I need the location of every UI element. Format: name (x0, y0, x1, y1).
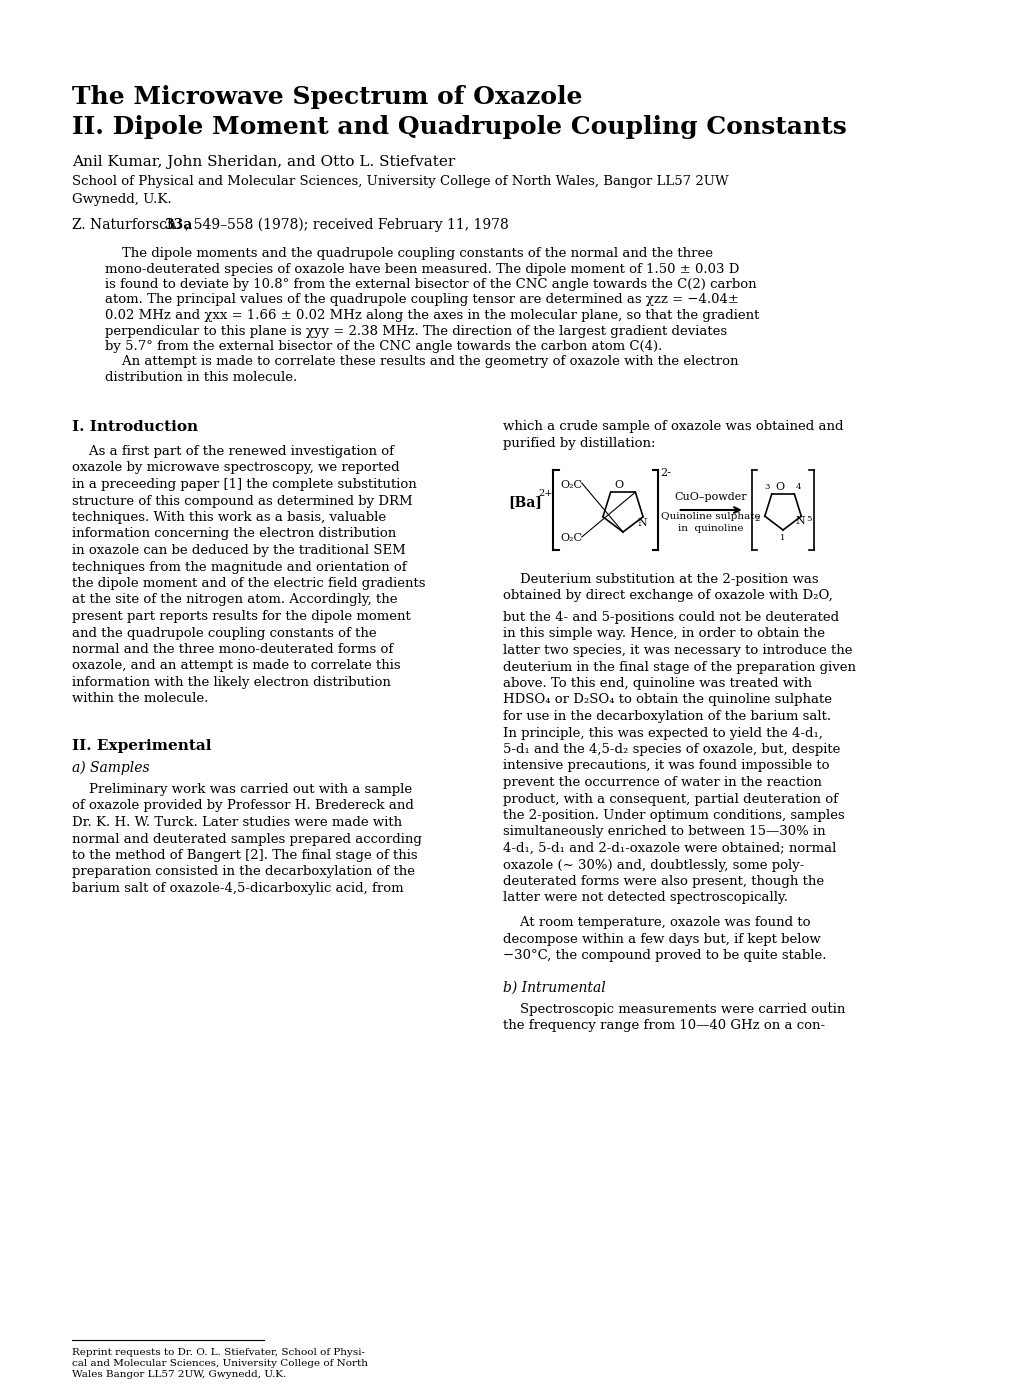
Text: information concerning the electron distribution: information concerning the electron dist… (71, 527, 395, 540)
Text: within the molecule.: within the molecule. (71, 692, 208, 706)
Text: information with the likely electron distribution: information with the likely electron dis… (71, 677, 390, 689)
Text: −30°C, the compound proved to be quite stable.: −30°C, the compound proved to be quite s… (502, 949, 825, 963)
Text: in oxazole can be deduced by the traditional SEM: in oxazole can be deduced by the traditi… (71, 544, 406, 557)
Text: 2-: 2- (659, 467, 671, 478)
Text: oxazole by microwave spectroscopy, we reported: oxazole by microwave spectroscopy, we re… (71, 462, 399, 474)
Text: 4: 4 (795, 483, 801, 491)
Text: At room temperature, oxazole was found to: At room temperature, oxazole was found t… (502, 917, 810, 929)
Text: to the method of Bangert [2]. The final stage of this: to the method of Bangert [2]. The final … (71, 850, 417, 862)
Text: II. Dipole Moment and Quadrupole Coupling Constants: II. Dipole Moment and Quadrupole Couplin… (71, 114, 846, 140)
Text: barium salt of oxazole-4,5-dicarboxylic acid, from: barium salt of oxazole-4,5-dicarboxylic … (71, 882, 404, 896)
Text: N: N (637, 518, 646, 527)
Text: the frequency range from 10—40 GHz on a con-: the frequency range from 10—40 GHz on a … (502, 1018, 824, 1032)
Text: The dipole moments and the quadrupole coupling constants of the normal and the t: The dipole moments and the quadrupole co… (105, 247, 712, 259)
Text: HDSO₄ or D₂SO₄ to obtain the quinoline sulphate: HDSO₄ or D₂SO₄ to obtain the quinoline s… (502, 693, 832, 706)
Text: Dr. K. H. W. Turck. Later studies were made with: Dr. K. H. W. Turck. Later studies were m… (71, 816, 401, 829)
Text: above. To this end, quinoline was treated with: above. To this end, quinoline was treate… (502, 677, 811, 691)
Text: but the 4- and 5-positions could not be deuterated: but the 4- and 5-positions could not be … (502, 611, 839, 624)
Text: mono-deuterated species of oxazole have been measured. The dipole moment of 1.50: mono-deuterated species of oxazole have … (105, 262, 739, 275)
Text: O₂C: O₂C (560, 480, 582, 490)
Text: Gwynedd, U.K.: Gwynedd, U.K. (71, 193, 171, 206)
Text: Preliminary work was carried out with a sample: Preliminary work was carried out with a … (71, 783, 412, 797)
Text: in a preceeding paper [1] the complete substitution: in a preceeding paper [1] the complete s… (71, 478, 416, 491)
Text: oxazole, and an attempt is made to correlate this: oxazole, and an attempt is made to corre… (71, 660, 400, 672)
Text: cal and Molecular Sciences, University College of North: cal and Molecular Sciences, University C… (71, 1359, 368, 1368)
Text: Reprint requests to Dr. O. L. Stiefvater, School of Physi-: Reprint requests to Dr. O. L. Stiefvater… (71, 1348, 365, 1357)
Text: 1: 1 (780, 534, 785, 543)
Text: School of Physical and Molecular Sciences, University College of North Wales, Ba: School of Physical and Molecular Science… (71, 174, 728, 188)
Text: product, with a consequent, partial deuteration of: product, with a consequent, partial deut… (502, 792, 838, 805)
Text: distribution in this molecule.: distribution in this molecule. (105, 371, 298, 384)
Text: [Ba]: [Ba] (507, 495, 541, 509)
Text: 33a: 33a (164, 218, 193, 232)
Text: at the site of the nitrogen atom. Accordingly, the: at the site of the nitrogen atom. Accord… (71, 593, 397, 607)
Text: normal and the three mono-deuterated forms of: normal and the three mono-deuterated for… (71, 643, 392, 656)
Text: Quinoline sulphate: Quinoline sulphate (660, 512, 760, 520)
Text: obtained by direct exchange of oxazole with D₂O,: obtained by direct exchange of oxazole w… (502, 590, 833, 603)
Text: which a crude sample of oxazole was obtained and: which a crude sample of oxazole was obta… (502, 420, 843, 432)
Text: , 549–558 (1978); received February 11, 1978: , 549–558 (1978); received February 11, … (184, 218, 508, 233)
Text: techniques from the magnitude and orientation of: techniques from the magnitude and orient… (71, 561, 407, 573)
Text: purified by distillation:: purified by distillation: (502, 437, 655, 449)
Text: of oxazole provided by Professor H. Bredereck and: of oxazole provided by Professor H. Bred… (71, 799, 414, 812)
Text: is found to deviate by 10.8° from the external bisector of the CNC angle towards: is found to deviate by 10.8° from the ex… (105, 278, 756, 292)
Text: As a first part of the renewed investigation of: As a first part of the renewed investiga… (71, 445, 393, 458)
Text: 5-d₁ and the 4,5-d₂ species of oxazole, but, despite: 5-d₁ and the 4,5-d₂ species of oxazole, … (502, 744, 840, 756)
Text: Z. Naturforsch.: Z. Naturforsch. (71, 218, 184, 232)
Text: deuterated forms were also present, though the: deuterated forms were also present, thou… (502, 875, 823, 889)
Text: 3: 3 (764, 483, 769, 491)
Text: by 5.7° from the external bisector of the CNC angle towards the carbon atom C(4): by 5.7° from the external bisector of th… (105, 340, 662, 353)
Text: preparation consisted in the decarboxylation of the: preparation consisted in the decarboxyla… (71, 865, 415, 879)
Text: CuO–powder: CuO–powder (675, 492, 747, 502)
Text: techniques. With this work as a basis, valuable: techniques. With this work as a basis, v… (71, 511, 385, 525)
Text: deuterium in the final stage of the preparation given: deuterium in the final stage of the prep… (502, 660, 855, 674)
Text: perpendicular to this plane is χyy = 2.38 MHz. The direction of the largest grad: perpendicular to this plane is χyy = 2.3… (105, 325, 727, 338)
Text: oxazole (∼ 30%) and, doubtlessly, some poly-: oxazole (∼ 30%) and, doubtlessly, some p… (502, 858, 804, 872)
Text: 4-d₁, 5-d₁ and 2-d₁-oxazole were obtained; normal: 4-d₁, 5-d₁ and 2-d₁-oxazole were obtaine… (502, 843, 836, 855)
Text: the 2-position. Under optimum conditions, samples: the 2-position. Under optimum conditions… (502, 809, 844, 822)
Text: simultaneously enriched to between 15—30% in: simultaneously enriched to between 15—30… (502, 826, 825, 838)
Text: O₂C: O₂C (560, 533, 582, 543)
Text: O: O (614, 480, 623, 490)
Text: 0.02 MHz and χxx = 1.66 ± 0.02 MHz along the axes in the molecular plane, so tha: 0.02 MHz and χxx = 1.66 ± 0.02 MHz along… (105, 310, 759, 322)
Text: Wales Bangor LL57 2UW, Gwynedd, U.K.: Wales Bangor LL57 2UW, Gwynedd, U.K. (71, 1370, 286, 1380)
Text: II. Experimental: II. Experimental (71, 739, 211, 753)
Text: the dipole moment and of the electric field gradients: the dipole moment and of the electric fi… (71, 578, 425, 590)
Text: Deuterium substitution at the 2-position was: Deuterium substitution at the 2-position… (502, 573, 818, 586)
Text: N: N (795, 516, 804, 526)
Text: I. Introduction: I. Introduction (71, 420, 198, 434)
Text: In principle, this was expected to yield the 4-d₁,: In principle, this was expected to yield… (502, 727, 822, 739)
Text: An attempt is made to correlate these results and the geometry of oxazole with t: An attempt is made to correlate these re… (105, 356, 738, 368)
Text: Anil Kumar, John Sheridan, and Otto L. Stiefvater: Anil Kumar, John Sheridan, and Otto L. S… (71, 155, 454, 169)
Text: and the quadrupole coupling constants of the: and the quadrupole coupling constants of… (71, 626, 376, 639)
Text: prevent the occurrence of water in the reaction: prevent the occurrence of water in the r… (502, 776, 821, 790)
Text: The Microwave Spectrum of Oxazole: The Microwave Spectrum of Oxazole (71, 85, 582, 109)
Text: a) Samples: a) Samples (71, 762, 150, 776)
Text: b) Intrumental: b) Intrumental (502, 981, 605, 995)
Text: in this simple way. Hence, in order to obtain the: in this simple way. Hence, in order to o… (502, 628, 824, 640)
Text: 2: 2 (754, 515, 759, 523)
Text: present part reports results for the dipole moment: present part reports results for the dip… (71, 610, 411, 624)
Text: for use in the decarboxylation of the barium salt.: for use in the decarboxylation of the ba… (502, 710, 830, 723)
Text: latter two species, it was necessary to introduce the: latter two species, it was necessary to … (502, 644, 852, 657)
Text: atom. The principal values of the quadrupole coupling tensor are determined as χ: atom. The principal values of the quadru… (105, 293, 739, 307)
Text: in  quinoline: in quinoline (678, 525, 743, 533)
Text: decompose within a few days but, if kept below: decompose within a few days but, if kept… (502, 932, 820, 946)
Text: intensive precautions, it was found impossible to: intensive precautions, it was found impo… (502, 759, 828, 773)
Text: 5: 5 (805, 515, 810, 523)
Text: latter were not detected spectroscopically.: latter were not detected spectroscopical… (502, 891, 788, 904)
Text: structure of this compound as determined by DRM: structure of this compound as determined… (71, 494, 412, 508)
Text: normal and deuterated samples prepared according: normal and deuterated samples prepared a… (71, 833, 421, 845)
Text: 2+: 2+ (538, 490, 552, 498)
Text: Spectroscopic measurements were carried ouṫin: Spectroscopic measurements were carried … (502, 1003, 845, 1017)
Text: O: O (774, 483, 784, 492)
